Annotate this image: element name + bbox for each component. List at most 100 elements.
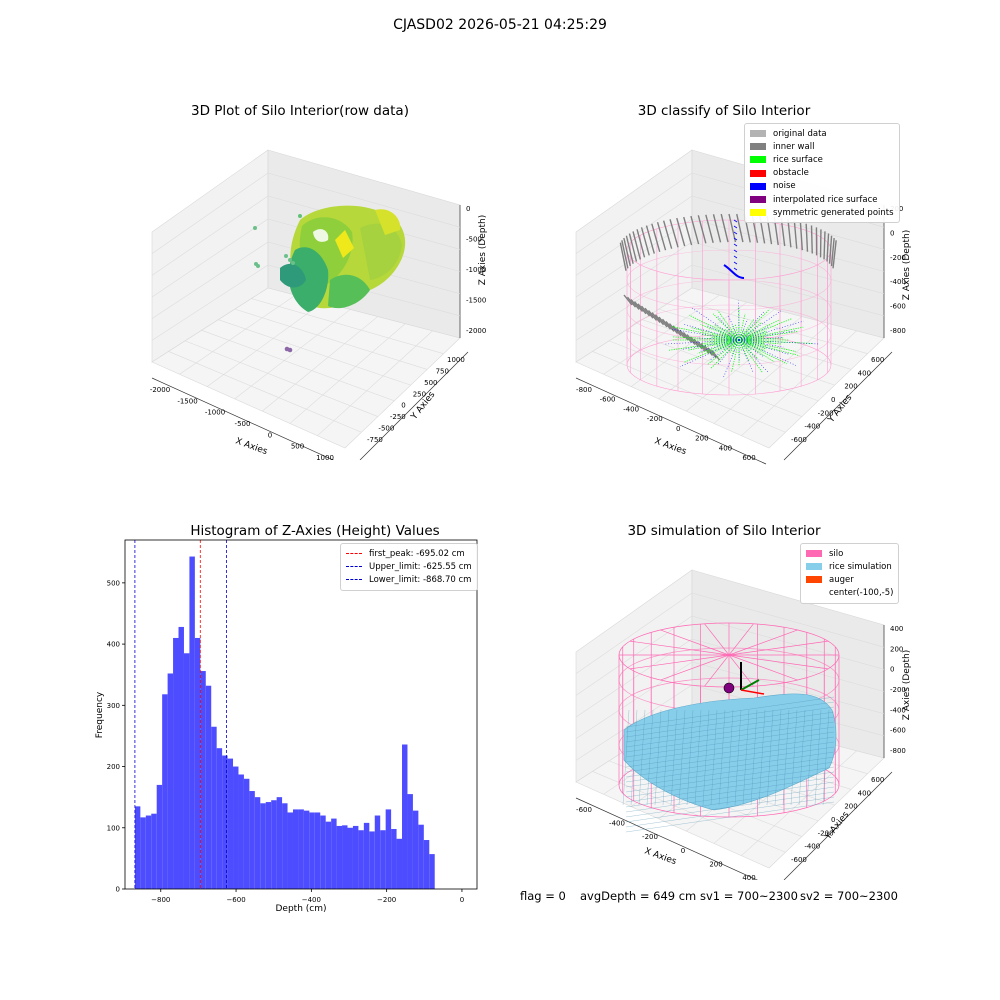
histogram-bar [358, 830, 364, 889]
legend-label: silo [829, 548, 844, 559]
y-tick-label: 500 [424, 379, 437, 387]
x-tick-label: -1000 [205, 409, 225, 417]
histogram-bar [162, 694, 168, 889]
histogram-bar [156, 784, 163, 889]
x-tick-label: 200 [695, 435, 708, 443]
legend-swatch [750, 156, 766, 164]
panel-4-z-axis-label: Z Axies (Depth) [902, 650, 912, 721]
legend-entry: center(-100,-5) [806, 587, 893, 600]
histogram-bar [418, 824, 424, 889]
y-tick-label: -250 [390, 413, 406, 421]
histogram-bar [173, 637, 179, 889]
legend-swatch [750, 169, 766, 177]
y-tick-label: 500 [107, 579, 120, 587]
x-tick-label: 200 [709, 860, 722, 868]
panel-1-x-axis-label: X Axies [234, 436, 269, 457]
histogram-bar [352, 825, 359, 889]
y-tick-label: 400 [107, 641, 120, 649]
z-tick-label: -400 [890, 278, 906, 286]
x-tick-label: 400 [742, 874, 755, 880]
legend-label: Upper_limit: -625.55 cm [369, 561, 472, 572]
histogram-bar [134, 806, 141, 889]
histogram-bar [347, 827, 353, 889]
histogram-bar [331, 818, 337, 889]
x-tick-label: 500 [291, 443, 304, 451]
histogram-bar [396, 838, 403, 889]
legend-label: obstacle [773, 168, 809, 179]
panel-2-z-axis-label: Z Axies (Depth) [902, 230, 912, 301]
y-tick-label: 600 [871, 356, 884, 364]
legend-swatch [346, 566, 362, 568]
footer-sv1: sv1 = 700~2300 [700, 889, 798, 903]
x-tick-label: -500 [235, 420, 251, 428]
silo-wireframe [626, 219, 832, 396]
histogram-y-axis-label: Frequency [95, 691, 105, 738]
footer-sv2: sv2 = 700~2300 [800, 889, 898, 903]
y-tick-label: 600 [871, 776, 884, 784]
x-tick-label: 0 [460, 896, 464, 904]
histogram-bar [369, 831, 375, 889]
legend-swatch [750, 196, 766, 204]
legend-entry: noise [750, 180, 894, 193]
histogram-bar [412, 810, 419, 889]
figure-title: CJASD02 2026-05-21 04:25:29 [393, 17, 607, 33]
z-tick-label: 200 [890, 645, 903, 653]
floor-pane [151, 287, 461, 449]
histogram-bar [325, 821, 332, 889]
x-tick-label: 0 [681, 847, 685, 855]
legend-entry: interpolated rice surface [750, 193, 894, 206]
histogram-bar [385, 809, 392, 889]
panel-2-x-axis-label: X Axies [653, 436, 688, 457]
legend-entry: silo [806, 547, 893, 560]
y-tick-label: -200 [818, 829, 834, 837]
histogram-bar [140, 817, 146, 889]
classify-3d-plot: -800-600-400-2000200400600-600-400-20002… [575, 149, 912, 465]
histogram-bar [276, 797, 283, 889]
legend-label: noise [773, 181, 796, 192]
histogram-bar [402, 744, 408, 889]
x-tick-label: −200 [377, 896, 396, 904]
legend-swatch [750, 130, 766, 138]
z-tick-label: -200 [890, 254, 906, 262]
y-tick-label: 400 [858, 369, 871, 377]
y-tick-label: 0 [831, 396, 835, 404]
legend-label: rice surface [773, 154, 823, 165]
legend-swatch [750, 182, 766, 190]
panel-2-title: 3D classify of Silo Interior [637, 103, 811, 119]
x-tick-label: -600 [600, 396, 616, 404]
y-tick-label: 200 [844, 383, 857, 391]
panel-3-legend: first_peak: -695.02 cm Upper_limit: -625.… [340, 543, 478, 591]
z-tick-label: -800 [890, 327, 906, 335]
footer-flag: flag = 0 [520, 889, 566, 903]
histogram-bar [238, 774, 244, 889]
histogram-bar [222, 755, 228, 889]
legend-label: original data [773, 128, 827, 139]
legend-entry: original data [750, 127, 894, 140]
histogram-bar [211, 726, 217, 889]
legend-label: auger [829, 574, 854, 585]
z-tick-label: 400 [890, 625, 903, 633]
histogram-bar [145, 815, 152, 889]
z-tick-label: -600 [890, 727, 906, 735]
histogram-bar [380, 830, 386, 889]
legend-swatch [806, 590, 822, 597]
y-tick-label: -600 [791, 856, 807, 864]
z-tick-label: -1500 [466, 297, 486, 305]
histogram-x-axis-label: Depth (cm) [275, 904, 326, 914]
histogram-bar [282, 803, 288, 889]
histogram-bar [391, 828, 397, 889]
histogram-bar [227, 758, 234, 889]
legend-label: first_peak: -695.02 cm [369, 548, 465, 559]
x-tick-label: −800 [151, 896, 170, 904]
panel-1-z-axis-label: Z Axies (Depth) [478, 215, 488, 286]
z-tick-label: -400 [890, 706, 906, 714]
y-tick-label: -600 [791, 436, 807, 444]
histogram-bar [292, 809, 299, 889]
histogram-bar [320, 815, 326, 889]
y-tick-label: 300 [107, 702, 120, 710]
x-tick-label: −400 [302, 896, 321, 904]
legend-entry: inner wall [750, 140, 894, 153]
y-tick-label: 400 [858, 789, 871, 797]
legend-swatch [750, 143, 766, 151]
x-tick-label: 0 [268, 431, 272, 439]
